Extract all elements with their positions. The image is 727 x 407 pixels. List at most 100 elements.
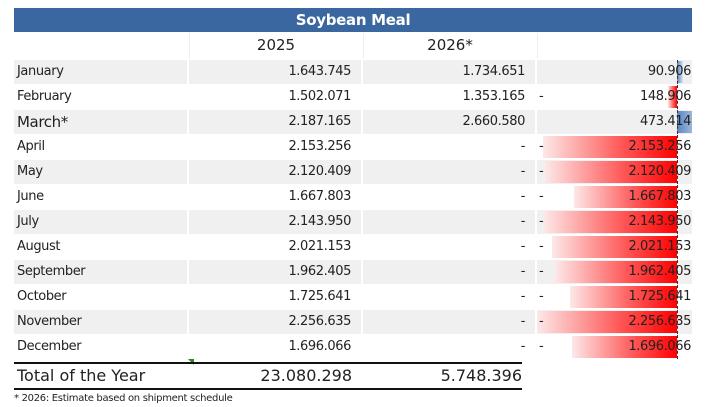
difference-cell: - 1.725.641	[537, 285, 692, 309]
total-label: Total of the Year	[17, 366, 146, 385]
difference-bar	[677, 61, 683, 83]
difference-cell: - 1.962.405	[537, 260, 692, 284]
difference-bar	[543, 211, 677, 233]
difference-cell: 90.906	[537, 60, 692, 84]
month-label: May	[14, 160, 187, 184]
header-2025: 2025	[189, 33, 362, 58]
bar-axis-line	[677, 85, 678, 109]
month-label: October	[17, 289, 67, 304]
difference-value: 1.725.641	[628, 289, 691, 304]
value-2026: -	[363, 210, 535, 234]
total-row: Total of the Year 23.080.298 5.748.396	[14, 362, 522, 390]
table-row: October 1.725.641 - - 1.725.641	[14, 285, 692, 309]
minus-sign: -	[539, 314, 544, 329]
minus-sign: -	[539, 289, 544, 304]
table-row: April 2.153.256 - - 2.153.256	[14, 135, 692, 159]
difference-value: 2.021.153	[628, 239, 691, 254]
month-label: December	[17, 339, 82, 354]
difference-value: 473.414	[640, 114, 691, 129]
total-2026: 5.748.396	[440, 366, 522, 385]
value-2026: -	[520, 239, 526, 254]
minus-sign: -	[539, 339, 544, 354]
table-title: Soybean Meal	[14, 8, 692, 32]
difference-cell: 473.414	[537, 110, 692, 134]
month-label: November	[14, 310, 187, 334]
difference-bar	[677, 111, 692, 133]
value-2025: 2.256.635	[189, 310, 361, 334]
minus-sign: -	[539, 264, 544, 279]
header-difference	[537, 33, 693, 58]
bar-axis-line	[677, 260, 678, 284]
difference-bar	[551, 236, 677, 258]
minus-sign: -	[539, 214, 544, 229]
difference-bar	[573, 186, 677, 208]
bar-axis-line	[677, 335, 678, 359]
bar-axis-line	[677, 160, 678, 184]
month-label: April	[17, 139, 45, 154]
value-2025: 2.187.165	[189, 110, 361, 134]
value-2025: 1.962.405	[189, 260, 361, 284]
value-2025: 2.120.409	[189, 160, 361, 184]
value-2025: 2.153.256	[288, 139, 351, 154]
difference-bar	[537, 311, 677, 333]
month-label: January	[14, 60, 187, 84]
table-row: August 2.021.153 - - 2.021.153	[14, 235, 692, 259]
difference-value: 1.667.803	[628, 189, 691, 204]
difference-bar	[543, 136, 677, 158]
table-row: December 1.696.066 - - 1.696.066	[14, 335, 692, 359]
month-label: August	[17, 239, 61, 254]
month-label: June	[17, 189, 44, 204]
difference-value: 148.906	[640, 89, 691, 104]
value-2026: -	[520, 289, 526, 304]
value-2025: 2.143.950	[189, 210, 361, 234]
difference-cell: - 1.696.066	[537, 335, 692, 359]
value-2026: 1.353.165	[462, 89, 525, 104]
bar-axis-line	[677, 285, 678, 309]
table-row: June 1.667.803 - - 1.667.803	[14, 185, 692, 209]
difference-value: 2.143.950	[628, 214, 691, 229]
value-2025: 1.643.745	[189, 60, 361, 84]
value-2026: 1.734.651	[363, 60, 535, 84]
table-row: March* 2.187.165 2.660.580 473.414	[14, 110, 692, 134]
difference-cell: - 2.153.256	[537, 135, 692, 159]
minus-sign: -	[539, 89, 544, 104]
difference-bar	[571, 336, 677, 358]
table-row: May 2.120.409 - -2.120.409	[14, 160, 692, 184]
difference-value: 90.906	[647, 64, 691, 79]
difference-bar	[569, 286, 677, 308]
table-row: July 2.143.950 - -2.143.950	[14, 210, 692, 234]
minus-sign: -	[539, 239, 544, 254]
difference-cell: - 2.120.409	[537, 160, 692, 184]
bar-axis-line	[677, 135, 678, 159]
month-label: February	[17, 89, 72, 104]
difference-value: 2.153.256	[628, 139, 691, 154]
difference-bar	[667, 86, 677, 108]
difference-cell: - 2.143.950	[537, 210, 692, 234]
value-2026: -	[520, 189, 526, 204]
footnote: * 2026: Estimate based on shipment sched…	[14, 393, 233, 404]
value-2025: 2.021.153	[288, 239, 351, 254]
difference-bar	[545, 161, 677, 183]
difference-cell: - 148.906	[537, 85, 692, 109]
value-2026: -	[363, 160, 535, 184]
difference-value: 1.962.405	[628, 264, 691, 279]
value-2025: 1.725.641	[288, 289, 351, 304]
difference-value: 2.256.635	[628, 314, 691, 329]
difference-value: 1.696.066	[628, 339, 691, 354]
minus-sign: -	[539, 164, 544, 179]
bar-axis-line	[677, 235, 678, 259]
total-2025: 23.080.298	[260, 366, 352, 385]
difference-cell: - 2.021.153	[537, 235, 692, 259]
value-2025: 1.696.066	[288, 339, 351, 354]
header-2026: 2026*	[363, 33, 536, 58]
bar-axis-line	[677, 210, 678, 234]
table-row: January 1.643.745 1.734.651 90.906	[14, 60, 692, 84]
value-2025: 1.502.071	[288, 89, 351, 104]
table-row: November 2.256.635 - -2.256.635	[14, 310, 692, 334]
bar-axis-line	[677, 185, 678, 209]
table-row: September 1.962.405 - -1.962.405	[14, 260, 692, 284]
bar-axis-line	[677, 60, 678, 84]
value-2026: -	[520, 339, 526, 354]
value-2026: -	[363, 260, 535, 284]
month-label: July	[14, 210, 187, 234]
